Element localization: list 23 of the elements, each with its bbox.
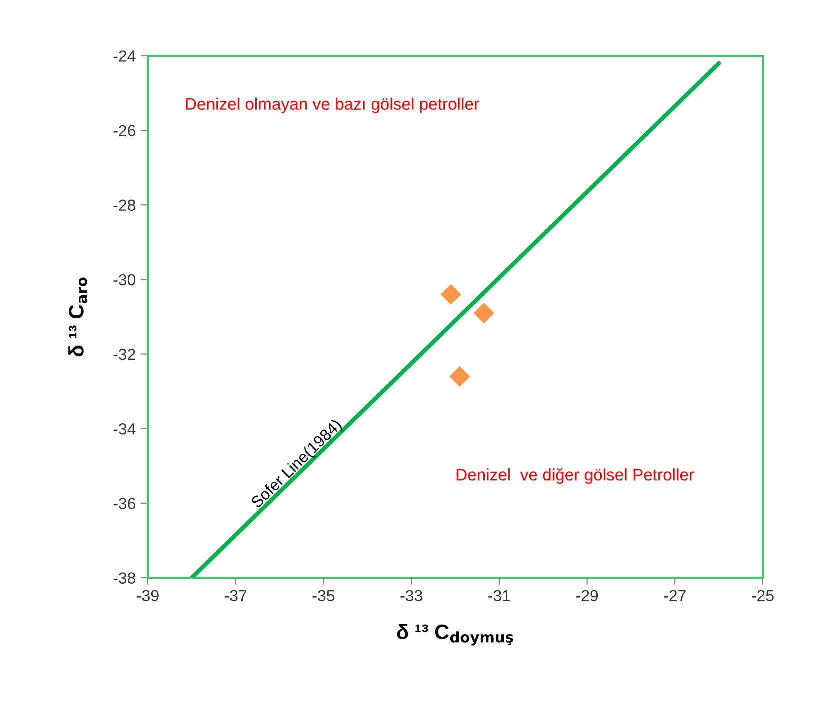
point [474,302,494,324]
x-tick-label: -31 [488,590,510,602]
x-tick-label: -33 [400,590,422,602]
y-tick-label: -30 [114,274,136,286]
x-tick-label: -27 [664,590,686,602]
x-axis-title: δ ¹³ C$_{doymuş}$ [397,624,514,646]
x-tick-label: -35 [312,590,335,602]
y-tick-label: -34 [114,423,136,435]
y-tick-label: -24 [114,50,136,62]
point [440,284,462,305]
x-tick-label: -29 [576,590,598,602]
y-tick-label: -38 [114,572,136,584]
annotation: Denizel olmayan ve bazı gölsel petroller [186,98,480,114]
y-tick-label: -32 [114,348,136,360]
x-tick-label: -25 [752,590,774,602]
y-tick-label: -26 [114,125,136,137]
annotation: Denizel ve diğer gölsel Petroller [456,468,694,484]
y-axis-title: δ ¹³ C$_{aro}$ [68,278,88,357]
point [450,366,470,387]
x-tick-label: -39 [137,590,159,602]
x-tick-label: -37 [225,590,247,602]
y-tick-label: -28 [114,200,136,212]
y-tick-label: -36 [114,498,136,510]
